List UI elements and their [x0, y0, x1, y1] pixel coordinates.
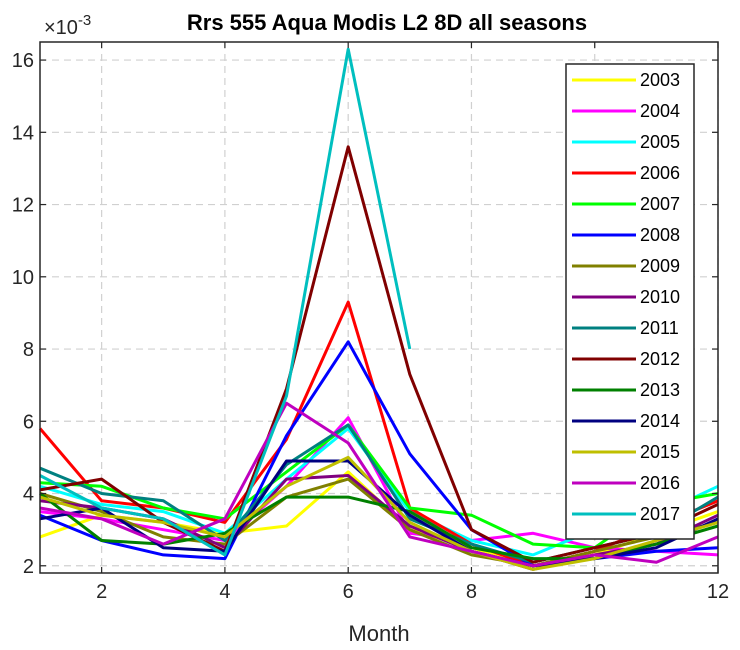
- series-line-2012: [39, 145, 719, 564]
- legend-label-2007: 2007: [640, 194, 680, 214]
- y-tick-label: 8: [23, 339, 34, 361]
- y-exponent-label: ×10-3: [44, 12, 91, 39]
- legend-label-2004: 2004: [640, 101, 680, 121]
- legend: 2003 2004 2005 2006 2007 2008 2009 2010 2011 2012…: [565, 63, 695, 540]
- legend-label-2008: 2008: [640, 225, 680, 245]
- x-tick-label: 10: [584, 581, 606, 603]
- y-tick-label: 4: [23, 484, 34, 506]
- legend-label-2003: 2003: [640, 70, 680, 90]
- y-tick-label: 6: [23, 411, 34, 433]
- series-line-2007: [39, 423, 719, 550]
- series-line-2006: [38, 300, 719, 568]
- axis-ticks: 2 4 6 8 10 12 2 4 6 8 10 12 14 16: [12, 42, 729, 603]
- legend-label-2005: 2005: [640, 132, 680, 152]
- y-exponent-base: ×10: [44, 17, 78, 39]
- legend-label-2015: 2015: [640, 442, 680, 462]
- legend-label-2014: 2014: [640, 411, 680, 431]
- series-lines: [38, 47, 719, 571]
- legend-label-2009: 2009: [640, 256, 680, 276]
- series-line-2016: [39, 401, 719, 568]
- legend-label-2016: 2016: [640, 473, 680, 493]
- y-tick-label: 12: [12, 195, 34, 217]
- svg-text:×10-3: ×10-3: [44, 12, 91, 39]
- y-exponent-power: -3: [78, 12, 91, 29]
- y-tick-label: 16: [12, 50, 34, 72]
- x-tick-label: 2: [96, 581, 107, 603]
- x-axis-label: Month: [348, 621, 409, 646]
- legend-label-2017: 2017: [640, 504, 680, 524]
- y-tick-label: 2: [23, 556, 34, 578]
- x-tick-label: 8: [466, 581, 477, 603]
- chart-title: Rrs 555 Aqua Modis L2 8D all seasons: [187, 10, 587, 35]
- series-line-2017: [39, 47, 412, 557]
- legend-label-2013: 2013: [640, 380, 680, 400]
- x-tick-label: 6: [343, 581, 354, 603]
- plot-frame: [39, 41, 719, 574]
- x-tick-label: 4: [219, 581, 230, 603]
- legend-label-2012: 2012: [640, 349, 680, 369]
- x-tick-label: 12: [707, 581, 729, 603]
- legend-label-2006: 2006: [640, 163, 680, 183]
- legend-label-2011: 2011: [640, 318, 679, 338]
- legend-label-2010: 2010: [640, 287, 680, 307]
- y-tick-label: 10: [12, 267, 34, 289]
- y-tick-label: 14: [12, 122, 34, 144]
